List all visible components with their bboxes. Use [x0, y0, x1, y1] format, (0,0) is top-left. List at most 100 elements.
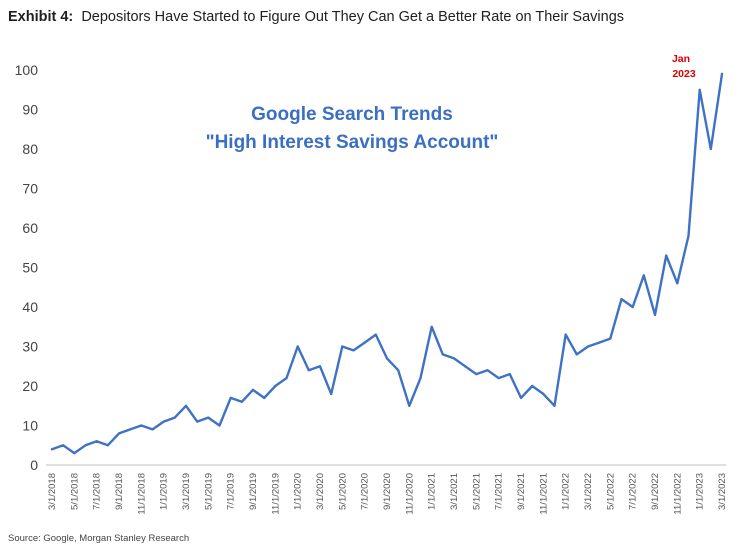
data-point [642, 274, 645, 277]
exhibit-title-text: Depositors Have Started to Figure Out Th… [81, 9, 625, 25]
data-point [50, 448, 54, 451]
y-axis: 0 10 20 30 40 50 60 70 80 90 100 [15, 62, 39, 473]
data-point [106, 444, 109, 447]
data-point [251, 388, 255, 391]
data-point [486, 369, 489, 372]
y-tick-label: 80 [22, 141, 38, 157]
data-point [709, 147, 712, 151]
x-tick-label: 3/1/2023 [717, 473, 728, 510]
data-point [497, 377, 500, 380]
data-point [586, 345, 590, 348]
y-tick-label: 90 [22, 102, 38, 118]
y-tick-label: 30 [22, 339, 38, 355]
series-line [50, 72, 724, 455]
x-tick-label: 1/1/2023 [695, 473, 706, 510]
x-tick-label: 9/1/2021 [516, 473, 527, 510]
x-tick-label: 1/1/2022 [561, 473, 572, 510]
y-tick-label: 20 [22, 378, 38, 394]
data-point [173, 416, 176, 419]
y-tick-label: 0 [30, 457, 38, 473]
x-tick-label: 5/1/2021 [471, 473, 482, 510]
data-point [184, 404, 188, 407]
data-point [240, 400, 243, 403]
data-point [285, 377, 288, 380]
y-tick-label: 40 [22, 299, 38, 315]
data-point [352, 349, 355, 352]
data-point [95, 440, 98, 443]
data-point [140, 424, 143, 427]
data-point [307, 369, 310, 372]
data-point [508, 373, 511, 376]
data-point [620, 298, 623, 301]
data-point [653, 313, 657, 316]
data-point [598, 341, 601, 344]
data-point [374, 333, 377, 336]
data-point [62, 444, 65, 447]
x-tick-label: 9/1/2018 [114, 473, 125, 510]
data-point [385, 357, 389, 360]
data-point [698, 88, 701, 91]
data-point [363, 341, 366, 344]
x-tick-label: 5/1/2018 [69, 473, 80, 510]
data-point [553, 404, 556, 407]
data-point [531, 384, 534, 388]
data-point [665, 254, 668, 257]
y-tick-label: 100 [15, 62, 39, 78]
y-tick-label: 70 [22, 181, 38, 197]
data-point [441, 353, 444, 356]
x-axis: 3/1/2018 5/1/2018 7/1/2018 9/1/2018 11/1/201… [46, 464, 728, 515]
x-tick-label: 11/1/2018 [136, 473, 147, 515]
data-point [129, 428, 132, 431]
data-point [720, 72, 724, 75]
data-point [296, 345, 299, 348]
data-point [341, 345, 344, 348]
data-point [162, 420, 165, 423]
x-tick-label: 11/1/2021 [538, 473, 549, 515]
exhibit-label: Exhibit 4: [8, 9, 74, 25]
x-tick-label: 11/1/2022 [672, 473, 683, 515]
data-point [687, 234, 690, 237]
y-tick-label: 10 [22, 418, 38, 434]
data-point [430, 325, 433, 328]
x-tick-label: 7/1/2020 [360, 473, 371, 510]
data-point [229, 396, 232, 399]
x-tick-label: 3/1/2019 [181, 473, 192, 510]
data-point [84, 444, 87, 447]
data-point [475, 373, 478, 376]
x-tick-label: 9/1/2020 [382, 473, 393, 510]
x-tick-label: 1/1/2020 [293, 473, 304, 510]
source-note: Source: Google, Morgan Stanley Research [8, 533, 190, 544]
data-point [263, 396, 266, 399]
line-chart: 0 10 20 30 40 50 60 70 80 90 100 3/1/2018 5/1/2018 7… [15, 53, 728, 515]
x-tick-label: 9/1/2022 [650, 473, 661, 510]
x-tick-label: 3/1/2018 [47, 473, 58, 510]
points-layer [50, 72, 724, 455]
data-point [542, 392, 545, 395]
x-tick-label: 5/1/2019 [203, 473, 214, 510]
x-tick-label: 3/1/2020 [315, 473, 326, 510]
data-point [464, 365, 467, 368]
x-tick-label: 9/1/2019 [248, 473, 259, 510]
x-tick-label: 7/1/2021 [494, 473, 505, 510]
data-point [330, 392, 333, 395]
data-point [609, 337, 612, 340]
exhibit-title: Exhibit 4: Depositors Have Started to Fi… [8, 9, 624, 25]
data-point [274, 384, 277, 388]
peak-annotation-year: 2023 [672, 68, 696, 80]
peak-annotation-month: Jan [672, 53, 690, 65]
x-tick-label: 1/1/2019 [159, 473, 170, 510]
x-tick-label: 7/1/2022 [628, 473, 639, 510]
data-point [397, 369, 400, 372]
data-point [117, 432, 121, 435]
series-layer [50, 72, 724, 455]
data-point [207, 416, 210, 419]
chart-title: Google Search Trends [251, 104, 453, 125]
chart-subtitle: "High Interest Savings Account" [206, 132, 499, 153]
data-point [196, 420, 199, 423]
data-point [564, 333, 567, 336]
data-point [151, 428, 154, 431]
x-tick-label: 3/1/2021 [449, 473, 460, 510]
x-tick-label: 1/1/2021 [427, 473, 438, 510]
data-point [218, 424, 221, 427]
y-tick-label: 50 [22, 260, 38, 276]
